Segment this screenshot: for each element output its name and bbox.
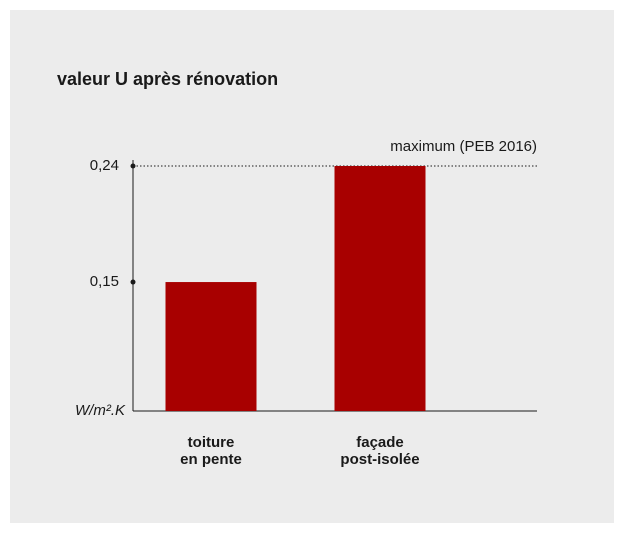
chart-title: valeur U après rénovation (57, 69, 278, 89)
x-tick-label: façade (356, 434, 404, 451)
y-tick-label: 0,15 (90, 273, 119, 290)
panel (10, 10, 614, 523)
y-axis-label: W/m².K (75, 402, 126, 419)
bar (334, 166, 426, 411)
y-tick-label: 0,24 (90, 157, 119, 174)
reference-label: maximum (PEB 2016) (390, 138, 537, 155)
x-tick-label: post-isolée (340, 451, 419, 468)
x-tick-label: toiture (188, 434, 235, 451)
tick-mark (130, 279, 136, 285)
bar (165, 282, 257, 411)
x-tick-label: en pente (180, 451, 242, 468)
tick-mark (130, 163, 136, 169)
